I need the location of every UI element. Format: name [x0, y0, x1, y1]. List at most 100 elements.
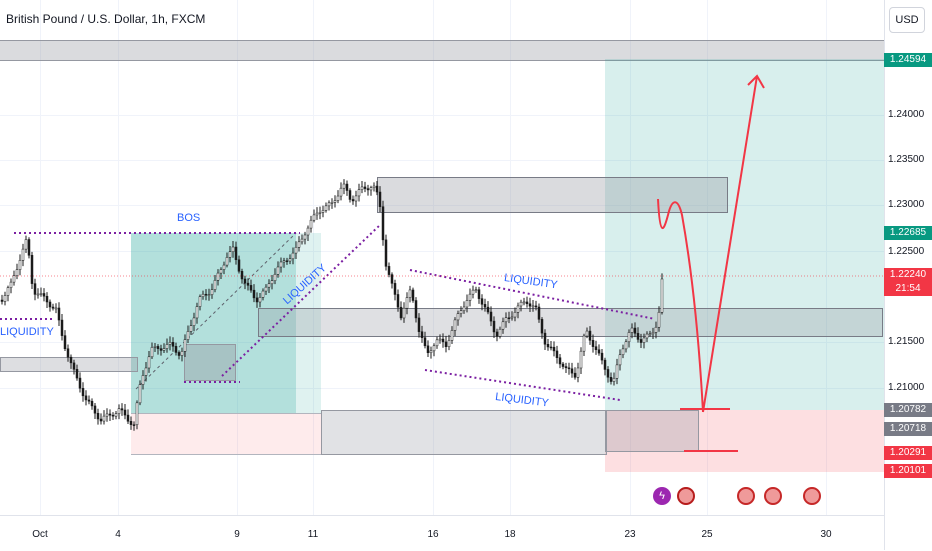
- target-profit-zone[interactable]: [605, 59, 884, 410]
- candle-body: [603, 359, 607, 370]
- bos-impulse-zone[interactable]: [131, 233, 296, 413]
- chart-pane[interactable]: BOS LIQUIDITY LIQUIDITY LIQUIDITY LIQUID…: [0, 0, 884, 515]
- candle-body: [525, 301, 529, 304]
- grid-line: [0, 342, 884, 343]
- time-label: 23: [624, 529, 636, 540]
- candle-body: [72, 362, 76, 370]
- currency-button[interactable]: USD: [889, 7, 925, 33]
- left-resistance-zone[interactable]: [0, 357, 138, 372]
- candle-body: [345, 183, 349, 191]
- uk-flag-icon[interactable]: [677, 487, 695, 505]
- demand-zone-stop-overlap[interactable]: [605, 410, 699, 452]
- candle-body: [450, 330, 454, 341]
- upper-channel-line: [409, 269, 656, 320]
- candle-body: [351, 199, 355, 202]
- candle-body: [0, 299, 4, 302]
- candle-body: [570, 368, 574, 374]
- candle-body: [615, 364, 619, 379]
- time-axis[interactable]: Oct 4 9 11 16 18 23 25 30: [0, 515, 884, 551]
- candle-body: [393, 283, 397, 295]
- time-label: 11: [307, 529, 319, 540]
- candle-body: [159, 348, 163, 351]
- candle-body: [390, 274, 394, 284]
- price-tick: 1.24000: [888, 109, 925, 120]
- grid-line: [0, 251, 884, 252]
- us-flag-icon[interactable]: [737, 487, 755, 505]
- candle-body: [78, 377, 82, 389]
- candle-body: [237, 259, 241, 272]
- candle-body: [84, 395, 88, 401]
- candle-body: [117, 408, 121, 414]
- time-label: 16: [427, 529, 439, 540]
- candle-body: [210, 289, 214, 295]
- price-tick: 1.23500: [888, 154, 925, 165]
- candle-body: [324, 205, 328, 211]
- candle-body: [216, 272, 220, 281]
- us-flag-icon[interactable]: [803, 487, 821, 505]
- candle-body: [264, 286, 268, 292]
- lightning-icon[interactable]: ϟ: [653, 487, 671, 505]
- candle-body: [135, 402, 139, 425]
- candle-body: [213, 279, 217, 290]
- candle-body: [369, 187, 373, 191]
- candle-body: [411, 289, 415, 301]
- candle-body: [639, 339, 643, 343]
- liquidity-label-left: LIQUIDITY: [0, 326, 54, 338]
- candle-body: [552, 346, 556, 352]
- candle-body: [426, 345, 430, 354]
- zone-lower-price-label: 1.20718: [884, 422, 932, 436]
- top-zone-price-label: 1.24594: [884, 53, 932, 67]
- mid-zone[interactable]: [258, 308, 883, 337]
- bos-extension-zone[interactable]: [296, 233, 321, 413]
- candle-body: [51, 306, 55, 309]
- candle-body: [441, 338, 445, 343]
- candle-body: [330, 202, 334, 204]
- candle-body: [495, 331, 499, 337]
- candle-body: [597, 349, 601, 354]
- candle-body: [471, 289, 475, 295]
- candle-body: [282, 260, 286, 263]
- time-label: 25: [701, 529, 713, 540]
- candle-body: [498, 328, 502, 337]
- candle-body: [303, 234, 307, 240]
- candle-body: [501, 321, 505, 330]
- candle-body: [318, 212, 322, 214]
- price-tick: 1.22500: [888, 246, 925, 257]
- candle-body: [327, 202, 331, 207]
- grid-line: [630, 0, 631, 515]
- candle-body: [222, 264, 226, 270]
- candle-body: [57, 307, 61, 321]
- zone-upper-price-label: 1.20782: [884, 403, 932, 417]
- candle-body: [357, 189, 361, 197]
- candle-body: [528, 303, 532, 307]
- demand-zone-left[interactable]: [131, 413, 321, 455]
- candle-body: [396, 294, 400, 308]
- candle-body: [249, 285, 253, 291]
- stop-upper-price-label: 1.20291: [884, 446, 932, 460]
- internal-trend-line: [135, 232, 297, 390]
- candle-body: [96, 412, 100, 420]
- small-order-block[interactable]: [184, 344, 236, 381]
- top-supply-zone[interactable]: [0, 40, 884, 61]
- candle-body: [507, 317, 511, 320]
- candle-body: [564, 366, 568, 369]
- demand-zone-right[interactable]: [321, 410, 607, 455]
- candle-body: [240, 271, 244, 280]
- candle-body: [489, 311, 493, 322]
- us-flag-icon[interactable]: [764, 487, 782, 505]
- candle-body: [363, 186, 367, 189]
- symbol-title[interactable]: British Pound / U.S. Dollar, 1h, FXCM: [6, 12, 206, 26]
- candle-body: [18, 260, 22, 270]
- candle-body: [108, 413, 112, 416]
- candle-body: [294, 247, 298, 254]
- candle-body: [45, 295, 49, 303]
- candle-body: [246, 282, 250, 286]
- price-tick: 1.21500: [888, 336, 925, 347]
- candle-body: [567, 367, 571, 370]
- grid-line: [0, 388, 884, 389]
- candle-body: [183, 339, 187, 352]
- candle-body: [306, 227, 310, 236]
- candle-body: [309, 219, 313, 229]
- candle-body: [648, 333, 652, 336]
- stop-loss-zone[interactable]: [605, 410, 884, 472]
